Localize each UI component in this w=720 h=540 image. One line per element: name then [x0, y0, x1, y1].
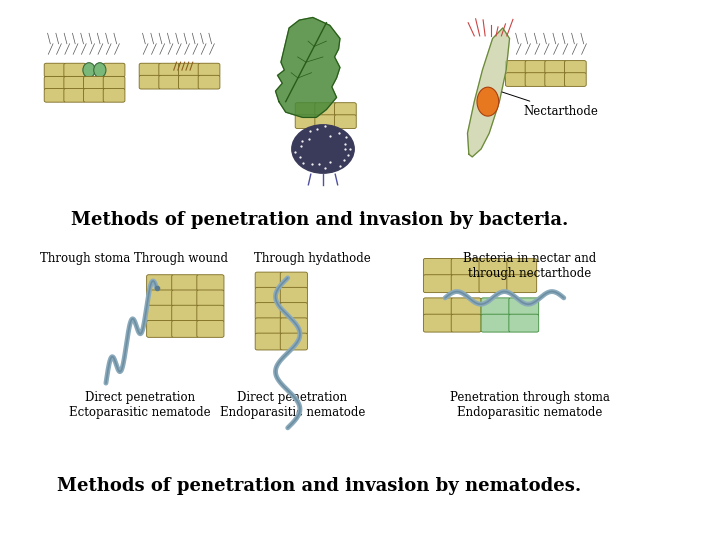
FancyBboxPatch shape — [280, 333, 307, 350]
FancyBboxPatch shape — [64, 89, 86, 102]
FancyBboxPatch shape — [44, 63, 66, 77]
FancyBboxPatch shape — [335, 103, 356, 117]
FancyBboxPatch shape — [147, 321, 174, 338]
FancyBboxPatch shape — [315, 115, 336, 129]
FancyBboxPatch shape — [505, 60, 527, 75]
FancyBboxPatch shape — [179, 76, 200, 89]
FancyBboxPatch shape — [255, 272, 282, 289]
FancyBboxPatch shape — [423, 314, 454, 332]
Text: Direct penetration
Endoparasitic nematode: Direct penetration Endoparasitic nematod… — [220, 391, 365, 419]
Text: Nectarthode: Nectarthode — [502, 92, 598, 118]
FancyBboxPatch shape — [197, 305, 224, 322]
FancyBboxPatch shape — [84, 89, 105, 102]
FancyBboxPatch shape — [564, 60, 586, 75]
FancyBboxPatch shape — [280, 318, 307, 335]
FancyBboxPatch shape — [64, 76, 86, 90]
Text: Through hydathode: Through hydathode — [254, 252, 372, 265]
Text: Penetration through stoma
Endoparasitic nematode: Penetration through stoma Endoparasitic … — [450, 391, 610, 419]
FancyBboxPatch shape — [44, 76, 66, 90]
Ellipse shape — [477, 87, 499, 116]
Text: Methods of penetration and invasion by nematodes.: Methods of penetration and invasion by n… — [58, 477, 582, 495]
FancyBboxPatch shape — [44, 89, 66, 102]
Text: Methods of penetration and invasion by bacteria.: Methods of penetration and invasion by b… — [71, 211, 568, 229]
FancyBboxPatch shape — [564, 73, 586, 86]
FancyBboxPatch shape — [509, 314, 539, 332]
FancyBboxPatch shape — [147, 305, 174, 322]
FancyBboxPatch shape — [172, 275, 199, 292]
FancyBboxPatch shape — [525, 73, 547, 86]
FancyBboxPatch shape — [147, 275, 174, 292]
FancyBboxPatch shape — [198, 76, 220, 89]
Polygon shape — [276, 17, 340, 117]
FancyBboxPatch shape — [103, 89, 125, 102]
FancyBboxPatch shape — [197, 290, 224, 307]
FancyBboxPatch shape — [335, 115, 356, 129]
FancyBboxPatch shape — [255, 287, 282, 304]
FancyBboxPatch shape — [509, 298, 539, 316]
FancyBboxPatch shape — [545, 73, 567, 86]
FancyBboxPatch shape — [479, 259, 509, 276]
FancyBboxPatch shape — [545, 60, 567, 75]
FancyBboxPatch shape — [255, 318, 282, 335]
Text: Bacteria in nectar and
through nectarthode: Bacteria in nectar and through nectartho… — [463, 252, 597, 280]
FancyBboxPatch shape — [295, 103, 317, 117]
FancyBboxPatch shape — [103, 63, 125, 77]
FancyBboxPatch shape — [295, 115, 317, 129]
FancyBboxPatch shape — [139, 76, 161, 89]
FancyBboxPatch shape — [159, 63, 181, 77]
FancyBboxPatch shape — [197, 321, 224, 338]
Text: Through stoma: Through stoma — [40, 252, 131, 265]
FancyBboxPatch shape — [505, 73, 527, 86]
FancyBboxPatch shape — [481, 298, 511, 316]
FancyBboxPatch shape — [139, 63, 161, 77]
Circle shape — [292, 125, 354, 173]
FancyBboxPatch shape — [198, 63, 220, 77]
Polygon shape — [467, 28, 510, 157]
FancyBboxPatch shape — [84, 76, 105, 90]
FancyBboxPatch shape — [172, 290, 199, 307]
FancyBboxPatch shape — [479, 275, 509, 293]
FancyBboxPatch shape — [423, 259, 454, 276]
Text: Direct penetration
Ectoparasitic nematode: Direct penetration Ectoparasitic nematod… — [69, 391, 211, 419]
FancyBboxPatch shape — [255, 302, 282, 320]
FancyBboxPatch shape — [197, 275, 224, 292]
FancyBboxPatch shape — [280, 302, 307, 320]
FancyBboxPatch shape — [451, 259, 481, 276]
FancyBboxPatch shape — [451, 275, 481, 293]
Text: Through wound: Through wound — [133, 252, 228, 265]
Ellipse shape — [83, 63, 95, 77]
FancyBboxPatch shape — [451, 314, 481, 332]
FancyBboxPatch shape — [255, 333, 282, 350]
FancyBboxPatch shape — [179, 63, 200, 77]
FancyBboxPatch shape — [280, 272, 307, 289]
FancyBboxPatch shape — [481, 314, 511, 332]
FancyBboxPatch shape — [507, 259, 536, 276]
FancyBboxPatch shape — [423, 298, 454, 316]
FancyBboxPatch shape — [103, 76, 125, 90]
FancyBboxPatch shape — [423, 275, 454, 293]
FancyBboxPatch shape — [280, 287, 307, 304]
FancyBboxPatch shape — [159, 76, 181, 89]
FancyBboxPatch shape — [507, 275, 536, 293]
FancyBboxPatch shape — [451, 298, 481, 316]
FancyBboxPatch shape — [525, 60, 547, 75]
FancyBboxPatch shape — [315, 103, 336, 117]
FancyBboxPatch shape — [172, 321, 199, 338]
FancyBboxPatch shape — [172, 305, 199, 322]
FancyBboxPatch shape — [64, 63, 86, 77]
FancyBboxPatch shape — [147, 290, 174, 307]
Ellipse shape — [94, 63, 106, 77]
